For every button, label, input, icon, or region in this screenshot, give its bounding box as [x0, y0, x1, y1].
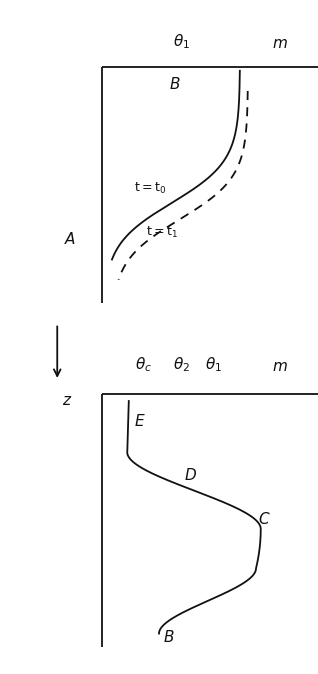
Text: $C$: $C$: [258, 511, 270, 527]
Text: $\theta_1$: $\theta_1$: [204, 355, 222, 374]
Text: $\theta_2$: $\theta_2$: [173, 355, 190, 374]
Text: $\mathrm{t{=}t_1}$: $\mathrm{t{=}t_1}$: [146, 225, 178, 240]
Text: $\theta_1$: $\theta_1$: [173, 32, 190, 51]
Text: $\mathrm{t{=}t_0}$: $\mathrm{t{=}t_0}$: [134, 181, 166, 196]
Text: $A$: $A$: [64, 231, 76, 247]
Text: $m$: $m$: [272, 360, 288, 374]
Text: $m$: $m$: [272, 36, 288, 51]
Text: $E$: $E$: [134, 413, 146, 429]
Text: $z$: $z$: [62, 394, 72, 408]
Text: $B$: $B$: [163, 629, 174, 645]
Text: $D$: $D$: [184, 467, 197, 483]
Text: $\theta_c$: $\theta_c$: [135, 355, 152, 374]
Text: $B$: $B$: [169, 76, 181, 92]
